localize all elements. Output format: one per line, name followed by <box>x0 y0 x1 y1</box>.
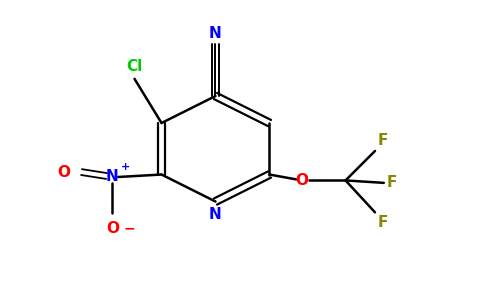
Text: O: O <box>57 165 70 180</box>
Text: O: O <box>295 173 308 188</box>
Text: N: N <box>106 169 119 184</box>
Text: N: N <box>209 207 222 222</box>
Text: O: O <box>106 221 119 236</box>
Text: −: − <box>123 221 135 235</box>
Text: +: + <box>121 162 131 172</box>
Text: Cl: Cl <box>126 59 143 74</box>
Text: F: F <box>378 215 388 230</box>
Text: N: N <box>209 26 222 40</box>
Text: F: F <box>386 176 397 190</box>
Text: F: F <box>378 133 388 148</box>
